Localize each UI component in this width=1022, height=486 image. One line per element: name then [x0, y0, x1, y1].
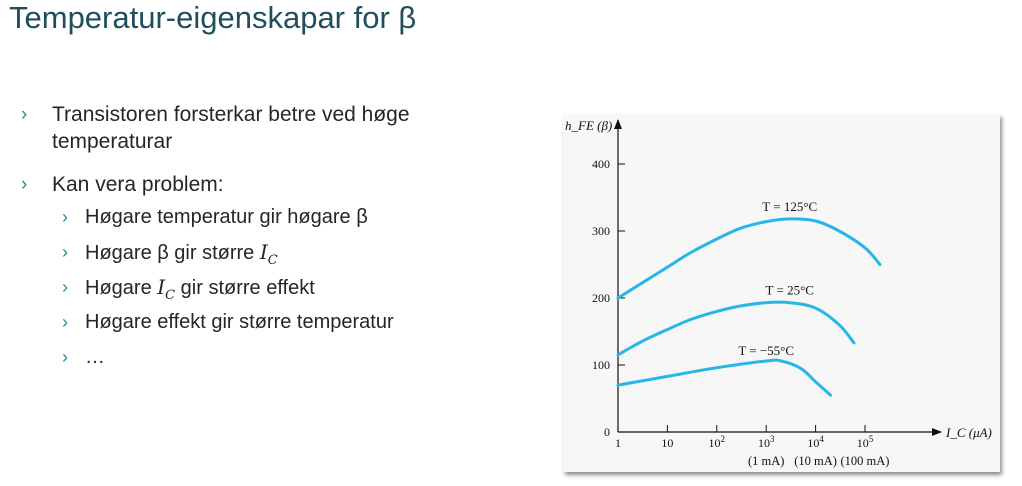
series-line [616, 217, 882, 300]
x-tick-label: 105 [857, 434, 874, 450]
x-tick-exponent: 3 [770, 434, 775, 444]
bullet-text: Kan vera problem: [52, 173, 224, 196]
sub-bullet-item: › Høgare effekt gir større temperatur [62, 309, 394, 335]
y-tick-label: 300 [592, 224, 610, 238]
bullet-list: › Transistoren forsterkar betre ved høge… [21, 101, 410, 370]
math-subscript: C [267, 253, 278, 268]
x-tick-exponent: 4 [819, 434, 824, 444]
x-axis-label: I_C (μA) [945, 425, 992, 440]
math-variable: I [259, 240, 268, 264]
sub-bullet-marker: › [62, 312, 68, 332]
hfe-vs-ic-chart: h_FE (β) I_C (μA) 0 100 200 300 400 1 10 102 10… [563, 114, 1000, 472]
math-subscript: C [165, 288, 176, 303]
series-label: T = 125°C [762, 199, 817, 214]
sub-bullet-marker: › [62, 242, 68, 262]
x-tick-label: 10 [661, 436, 673, 450]
sub-bullet-text: Høgare [85, 277, 158, 299]
series-line [616, 300, 856, 357]
sub-bullet-marker: › [62, 277, 68, 297]
sub-bullet-item: › Høgare temperatur gir høgare β [62, 204, 368, 230]
sub-bullet-marker: › [62, 347, 68, 367]
x-sub-label: (100 mA) [841, 454, 890, 468]
y-tick-label: 200 [592, 291, 610, 305]
sub-bullet-marker: › [62, 207, 68, 227]
y-axis-label: h_FE (β) [565, 118, 612, 133]
x-sub-label: (1 mA) [748, 454, 784, 468]
series-line [616, 358, 832, 397]
bullet-item: › Transistoren forsterkar betre ved høge… [21, 101, 410, 155]
x-tick-exponent: 5 [869, 434, 874, 444]
y-tick-label: 0 [604, 425, 610, 439]
bullet-text-line: temperaturar [52, 130, 173, 153]
sub-bullet-text: Høgare β gir større [85, 242, 260, 264]
sub-bullet-text: gir større effekt [175, 277, 315, 299]
bullet-text-line: Transistoren forsterkar betre ved høge [52, 103, 410, 126]
series-label: T = −55°C [738, 343, 794, 358]
x-tick-label: 103 [758, 434, 775, 450]
series-label: T = 25°C [766, 283, 814, 298]
sub-bullet-item: › Høgare IC gir større effekt [62, 274, 315, 309]
bullet-marker: › [21, 104, 28, 125]
x-tick-label: 1 [615, 436, 621, 450]
math-variable: I [157, 275, 166, 299]
sub-bullet-item: › Høgare β gir større IC [62, 239, 278, 274]
chart-svg: h_FE (β) I_C (μA) 0 100 200 300 400 1 10 102 10… [565, 118, 992, 468]
y-tick-label: 400 [592, 157, 610, 171]
x-tick-label: 104 [807, 434, 824, 450]
sub-bullet-text: Høgare temperatur gir høgare β [85, 206, 368, 228]
sub-bullet-text: Høgare effekt gir større temperatur [85, 311, 394, 333]
sub-bullet-item: › … [62, 344, 105, 370]
bullet-item: › Kan vera problem: [21, 171, 224, 198]
x-sub-label: (10 mA) [794, 454, 837, 468]
slide-title: Temperatur-eigenskapar for β [9, 0, 417, 35]
y-tick-label: 100 [592, 358, 610, 372]
x-tick-exponent: 2 [721, 434, 726, 444]
sub-bullet-text: … [85, 346, 105, 368]
bullet-marker: › [21, 174, 28, 195]
x-tick-label: 102 [709, 434, 726, 450]
